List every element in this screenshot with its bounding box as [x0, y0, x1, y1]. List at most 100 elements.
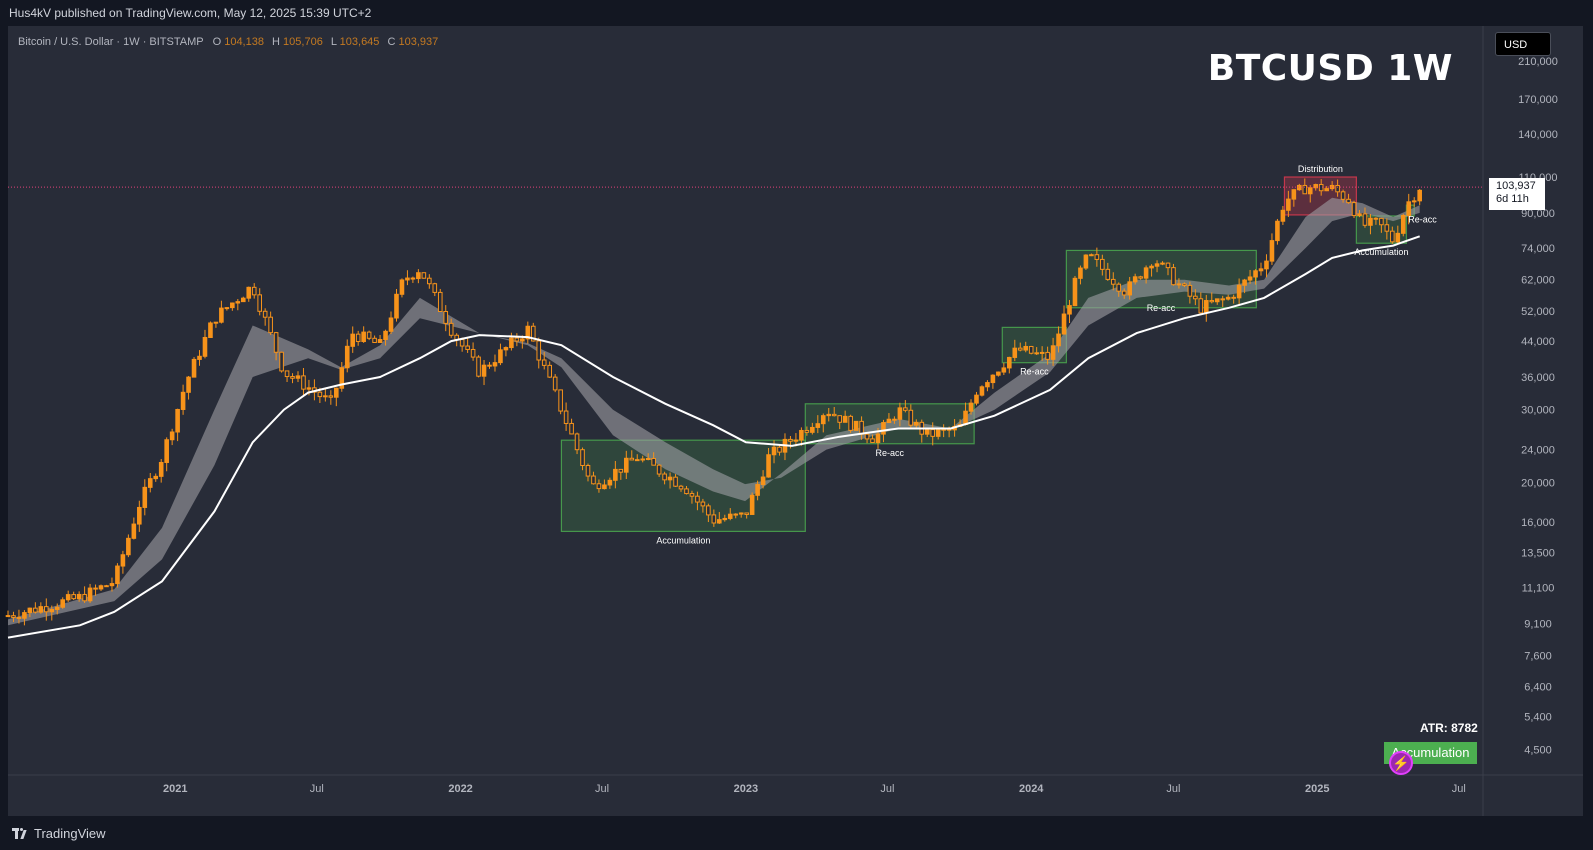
candle-194	[1067, 299, 1072, 324]
candle-12	[71, 591, 76, 601]
candle-109	[602, 479, 607, 490]
candle-250	[1373, 217, 1379, 225]
candle-102	[563, 402, 569, 431]
candle-9	[54, 603, 60, 615]
x-tick-label-9: Jul	[1452, 783, 1466, 795]
zone-label-2: Re-acc	[1020, 367, 1049, 377]
candle-76	[421, 272, 427, 279]
candle-237	[1302, 178, 1308, 195]
tradingview-logo[interactable]: TradingView	[12, 826, 106, 841]
candle-214	[1176, 278, 1182, 289]
candle-72	[399, 278, 405, 298]
candle-158	[870, 434, 875, 444]
chart-pane[interactable]	[8, 26, 1583, 816]
candle-211	[1160, 261, 1165, 266]
y-tick-label-6: 62,000	[1521, 275, 1555, 287]
candle-62	[344, 339, 350, 373]
candle-235	[1291, 189, 1297, 207]
current-price-tag: 103,937 6d 11h	[1489, 178, 1545, 210]
candle-192	[1056, 326, 1061, 353]
candle-146	[804, 426, 810, 436]
candle-88	[487, 362, 492, 369]
candle-188	[1034, 347, 1039, 355]
candle-207	[1138, 275, 1143, 280]
candle-224	[1231, 294, 1236, 304]
candle-86	[476, 355, 481, 378]
candle-252	[1384, 218, 1390, 240]
candle-244	[1340, 189, 1346, 203]
candle-48	[268, 311, 273, 336]
candle-67	[372, 335, 377, 344]
zone-label-0: Accumulation	[656, 535, 710, 545]
candle-112	[618, 468, 624, 480]
candle-187	[1028, 345, 1034, 355]
y-tick-label-5: 74,000	[1521, 243, 1555, 255]
candle-10	[60, 597, 66, 609]
candle-50	[279, 351, 284, 373]
candle-30	[169, 428, 175, 446]
candle-227	[1247, 269, 1253, 284]
candle-23	[131, 517, 137, 540]
candle-229	[1258, 262, 1264, 276]
candle-181	[996, 371, 1001, 377]
candle-39	[219, 300, 224, 324]
candle-8	[49, 605, 55, 621]
candle-257	[1411, 197, 1417, 207]
candle-0	[5, 610, 11, 618]
y-tick-label-15: 11,100	[1522, 583, 1555, 595]
candle-28	[158, 458, 164, 483]
candle-183	[1007, 356, 1012, 374]
candle-129	[711, 509, 717, 527]
close-value: 103,937	[398, 36, 439, 48]
y-tick-label-8: 44,000	[1521, 336, 1555, 348]
candle-220	[1209, 292, 1215, 304]
y-tick-label-11: 24,000	[1521, 445, 1555, 457]
candle-15	[87, 583, 93, 603]
candle-201	[1105, 262, 1111, 281]
candle-180	[990, 374, 996, 389]
candle-178	[979, 385, 985, 397]
candle-123	[678, 484, 684, 492]
candle-132	[727, 508, 733, 521]
candle-255	[1400, 213, 1406, 237]
candle-2	[16, 609, 22, 624]
candle-98	[541, 351, 547, 370]
candle-4	[27, 607, 33, 618]
candle-117	[645, 453, 651, 461]
candle-95	[525, 321, 531, 344]
candle-150	[826, 408, 832, 422]
y-tick-label-0: 210,000	[1518, 56, 1558, 68]
candle-59	[328, 390, 334, 405]
currency-selector[interactable]: USD	[1495, 32, 1551, 56]
candle-208	[1143, 265, 1149, 284]
x-tick-label-3: Jul	[595, 783, 609, 795]
candle-32	[180, 384, 186, 415]
candle-155	[853, 420, 859, 431]
candle-222	[1220, 295, 1226, 307]
candle-7	[44, 598, 49, 621]
candle-151	[831, 406, 837, 417]
candle-111	[613, 460, 618, 489]
candle-177	[974, 391, 979, 406]
candle-36	[202, 329, 208, 359]
candle-245	[1346, 193, 1351, 204]
candle-134	[738, 512, 744, 518]
candle-215	[1182, 282, 1187, 288]
candle-40	[224, 307, 230, 311]
candle-170	[935, 427, 941, 440]
candle-230	[1264, 254, 1269, 278]
tradingview-mark-icon	[12, 827, 28, 840]
lightning-icon[interactable]: ⚡	[1389, 751, 1413, 775]
candle-121	[667, 472, 673, 489]
candle-113	[623, 450, 629, 480]
y-tick-label-10: 30,000	[1521, 405, 1555, 417]
candle-33	[186, 376, 191, 400]
symbol-legend[interactable]: Bitcoin / U.S. Dollar · 1W · BITSTAMP O …	[18, 36, 443, 48]
candle-241	[1324, 186, 1329, 192]
candle-49	[273, 331, 279, 361]
candle-135	[744, 512, 749, 519]
candle-161	[886, 413, 892, 424]
candle-100	[552, 374, 558, 393]
zone-labels-layer: Accumulation Re-acc Re-acc Distribution Accu…	[656, 164, 1437, 545]
